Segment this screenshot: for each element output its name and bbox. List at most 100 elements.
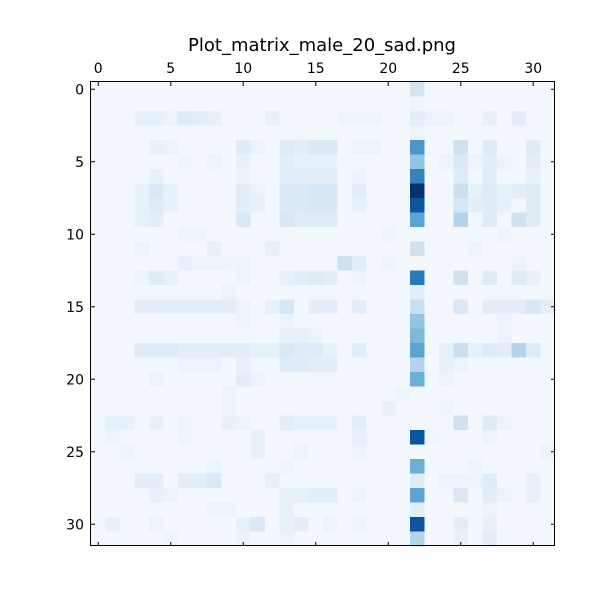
heatmap-cell-r17-c1 [105,328,121,344]
heatmap-cell-r7-c9 [221,183,237,199]
heatmap-cell-r13-c5 [163,270,179,286]
heatmap-cell-r18-c25 [453,343,469,358]
heatmap-cell-r22-c24 [439,401,454,416]
heatmap-cell-r3-c0 [91,125,106,141]
heatmap-cell-r13-c18 [352,270,367,286]
heatmap-cell-r31-c27 [482,531,498,547]
heatmap-cell-r20-c4 [149,372,164,387]
heatmap-cell-r28-c23 [424,488,440,503]
heatmap-cell-r9-c19 [366,212,382,228]
heatmap-cell-r27-c25 [453,473,469,489]
heatmap-cell-r17-c22 [410,328,425,344]
heatmap-cell-r27-c12 [265,473,280,489]
heatmap-cell-r12-c14 [294,256,309,271]
heatmap-cell-r1-c25 [453,96,469,112]
heatmap-cell-r4-c29 [511,140,527,155]
y-tick-label-20: 20 [66,372,84,388]
heatmap-cell-r12-c0 [91,256,106,271]
heatmap-cell-r31-c14 [294,531,309,547]
heatmap-cell-r9-c25 [453,212,469,228]
heatmap-cell-r0-c18 [352,82,367,97]
heatmap-cell-r21-c6 [178,386,193,402]
heatmap-cell-r27-c24 [439,473,454,489]
heatmap-cell-r6-c4 [149,169,164,184]
heatmap-cell-r28-c19 [366,488,382,503]
heatmap-cell-r9-c16 [323,212,338,228]
heatmap-cell-r27-c16 [323,473,338,489]
heatmap-cell-r2-c18 [352,111,367,126]
heatmap-cell-r8-c18 [352,198,367,213]
heatmap-cell-r2-c12 [265,111,280,126]
heatmap-cell-r15-c13 [279,299,295,315]
heatmap-cell-r21-c31 [540,386,556,402]
heatmap-cell-r12-c25 [453,256,469,271]
heatmap-cell-r18-c24 [439,343,454,358]
heatmap-cell-r8-c26 [468,198,483,213]
heatmap-cell-r25-c4 [149,444,164,460]
heatmap-cell-r2-c1 [105,111,121,126]
heatmap-cell-r0-c2 [120,82,135,97]
heatmap-cell-r8-c29 [511,198,527,213]
heatmap-cell-r1-c13 [279,96,295,112]
heatmap-cell-r15-c10 [236,299,251,315]
heatmap-cell-r30-c23 [424,517,440,532]
heatmap-cell-r7-c1 [105,183,121,199]
heatmap-cell-r27-c1 [105,473,121,489]
heatmap-cell-r18-c31 [540,343,556,358]
heatmap-cell-r15-c22 [410,299,425,315]
heatmap-cell-r26-c16 [323,459,338,474]
heatmap-cell-r31-c13 [279,531,295,547]
heatmap-cell-r4-c10 [236,140,251,155]
heatmap-cell-r17-c27 [482,328,498,344]
heatmap-cell-r23-c2 [120,415,135,431]
heatmap-cell-r19-c22 [410,357,425,373]
heatmap-cell-r30-c18 [352,517,367,532]
heatmap-cell-r18-c22 [410,343,425,358]
heatmap-cell-r3-c15 [308,125,324,141]
heatmap-cell-r19-c9 [221,357,237,373]
heatmap-cell-r8-c7 [192,198,208,213]
heatmap-cell-r29-c26 [468,502,483,518]
heatmap-cell-r29-c19 [366,502,382,518]
heatmap-cell-r4-c20 [381,140,396,155]
heatmap-cell-r16-c20 [381,314,396,329]
heatmap-cell-r12-c26 [468,256,483,271]
heatmap-cell-r30-c30 [526,517,541,532]
heatmap-cell-r20-c22 [410,372,425,387]
heatmap-cell-r30-c10 [236,517,251,532]
heatmap-cell-r8-c14 [294,198,309,213]
heatmap-cell-r5-c24 [439,154,454,170]
heatmap-cell-r6-c19 [366,169,382,184]
heatmap-cell-r3-c24 [439,125,454,141]
heatmap-cell-r3-c31 [540,125,556,141]
heatmap-cell-r28-c12 [265,488,280,503]
heatmap-cell-r24-c1 [105,430,121,445]
heatmap-cell-r3-c19 [366,125,382,141]
heatmap-cell-r0-c31 [540,82,556,97]
heatmap-cell-r10-c31 [540,227,556,242]
heatmap-cell-r8-c8 [207,198,222,213]
heatmap-cell-r8-c12 [265,198,280,213]
heatmap-cell-r18-c9 [221,343,237,358]
heatmap-cell-r0-c5 [163,82,179,97]
heatmap-cell-r2-c5 [163,111,179,126]
heatmap-cell-r25-c19 [366,444,382,460]
heatmap-cell-r7-c10 [236,183,251,199]
heatmap-cell-r14-c15 [308,285,324,300]
heatmap-cell-r5-c19 [366,154,382,170]
heatmap-cell-r15-c7 [192,299,208,315]
heatmap-cell-r25-c1 [105,444,121,460]
heatmap-cell-r0-c15 [308,82,324,97]
heatmap-cell-r8-c4 [149,198,164,213]
heatmap-cell-r11-c10 [236,241,251,257]
heatmap-cell-r29-c20 [381,502,396,518]
heatmap-cell-r13-c16 [323,270,338,286]
heatmap-cell-r12-c15 [308,256,324,271]
heatmap-cell-r17-c30 [526,328,541,344]
heatmap-cell-r19-c28 [497,357,512,373]
heatmap-cell-r9-c27 [482,212,498,228]
heatmap-cell-r28-c17 [337,488,353,503]
heatmap-cell-r4-c25 [453,140,469,155]
heatmap-cell-r7-c27 [482,183,498,199]
